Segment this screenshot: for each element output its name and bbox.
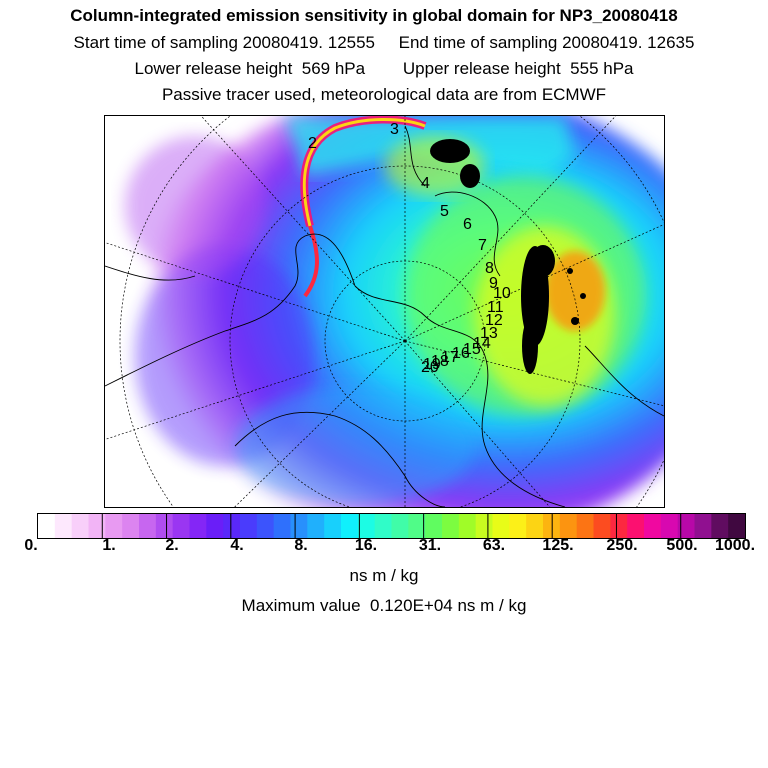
colorbar-swatch — [307, 514, 325, 538]
colorbar-swatch — [240, 514, 258, 538]
colorbar-tick-label: 16. — [354, 537, 378, 554]
trajectory-label: 18 — [431, 353, 449, 370]
tracer-info-line: Passive tracer used, meteorological data… — [161, 85, 607, 104]
colorbar-tick-label: 1000. — [714, 537, 756, 554]
colorbar-swatch — [593, 514, 611, 538]
colorbar-tick-label: 4. — [230, 537, 244, 554]
colorbar-tick-label: 1. — [102, 537, 116, 554]
colorbar-swatch — [694, 514, 712, 538]
trajectory-label: 12 — [485, 312, 503, 329]
trajectory-label: 7 — [478, 237, 487, 254]
trajectory-label: 2 — [308, 135, 317, 152]
trajectory-label: 9 — [489, 275, 498, 292]
colorbar-swatch — [256, 514, 275, 538]
release-height-line: Lower release height 569 hPa Upper relea… — [134, 59, 634, 78]
colorbar-swatch — [711, 514, 729, 538]
trajectory-label: 6 — [463, 216, 472, 233]
trajectory-label: 14 — [473, 335, 491, 352]
colorbar-swatch — [155, 514, 174, 538]
trajectory-label: 4 — [421, 175, 430, 192]
map-gridlines — [105, 116, 664, 507]
trajectory-label: 10 — [493, 285, 511, 302]
colorbar-swatch — [492, 514, 510, 538]
colorbar-tick-label: 125. — [542, 537, 574, 554]
colorbar-swatch — [509, 514, 527, 538]
colorbar-swatch — [374, 514, 393, 538]
colorbar-tick-label: 8. — [294, 537, 308, 554]
colorbar-swatch — [576, 514, 595, 538]
colorbar-swatch — [139, 514, 157, 538]
trajectory-label: 16 — [452, 345, 470, 362]
colorbar-tick-label: 63. — [482, 537, 506, 554]
trajectory-label: 3 — [390, 121, 399, 138]
coastlines — [105, 125, 664, 507]
colorbar-swatch — [189, 514, 207, 538]
colorbar-swatch — [442, 514, 460, 538]
colorbar-swatch — [728, 514, 745, 538]
colorbar-swatch — [357, 514, 376, 538]
colorbar-swatch — [105, 514, 123, 538]
colorbar-swatch — [54, 514, 73, 538]
colorbar-swatch — [71, 514, 90, 538]
colorbar-swatch — [88, 514, 106, 538]
trajectory-label: 13 — [480, 325, 498, 342]
colorbar-swatch — [324, 514, 342, 538]
colorbar-swatch — [122, 514, 140, 538]
trajectory-label: 8 — [485, 260, 494, 277]
colorbar-tick-label: 500. — [666, 537, 698, 554]
colorbar-swatch — [610, 514, 628, 538]
trajectory-label: 17 — [441, 349, 459, 366]
colorbar-swatch — [38, 514, 56, 538]
colorbar-tick-label: 250. — [606, 537, 638, 554]
colorbar-swatch — [644, 514, 662, 538]
trajectory-label: 19 — [423, 356, 441, 373]
emission-hotspots — [430, 139, 586, 374]
colorbar-swatch — [660, 514, 679, 538]
colorbar-swatch — [223, 514, 241, 538]
colorbar-swatch — [425, 514, 443, 538]
colorbar-swatch — [206, 514, 224, 538]
maximum-value-text: Maximum value 0.120E+04 ns m / kg — [241, 596, 527, 615]
trajectory-label: 11 — [487, 299, 504, 316]
sensitivity-field — [105, 116, 664, 507]
colorbar-swatch — [273, 514, 292, 538]
trajectory-label: 5 — [440, 203, 449, 220]
colorbar-swatch — [526, 514, 544, 538]
colorbar-swatch — [627, 514, 645, 538]
plot-title: Column-integrated emission sensitivity i… — [70, 6, 678, 25]
colorbar-swatch — [475, 514, 494, 538]
trajectory-labels: 2 3 4 5 6 7 8 9 10 11 12 13 14 15 16 17 … — [308, 121, 511, 376]
trajectory-label: 15 — [463, 341, 481, 358]
emission-sensitivity-map: 2 3 4 5 6 7 8 9 10 11 12 13 14 15 16 17 … — [104, 115, 665, 508]
colorbar-swatch — [172, 514, 191, 538]
colorbar-swatch — [559, 514, 578, 538]
colorbar-swatch — [290, 514, 308, 538]
colorbar-swatch — [341, 514, 359, 538]
sampling-time-line: Start time of sampling 20080419. 12555 E… — [73, 33, 695, 52]
colorbar-swatch — [408, 514, 426, 538]
colorbar-swatch — [677, 514, 696, 538]
colorbar-units: ns m / kg — [349, 566, 419, 585]
colorbar-swatch — [391, 514, 409, 538]
colorbar-tick-label: 0. — [24, 537, 38, 554]
colorbar-swatch — [458, 514, 477, 538]
colorbar — [37, 513, 746, 539]
colorbar-tick-label: 31. — [418, 537, 442, 554]
colorbar-tick-label: 2. — [165, 537, 179, 554]
trajectory-label: 20 — [421, 359, 439, 376]
